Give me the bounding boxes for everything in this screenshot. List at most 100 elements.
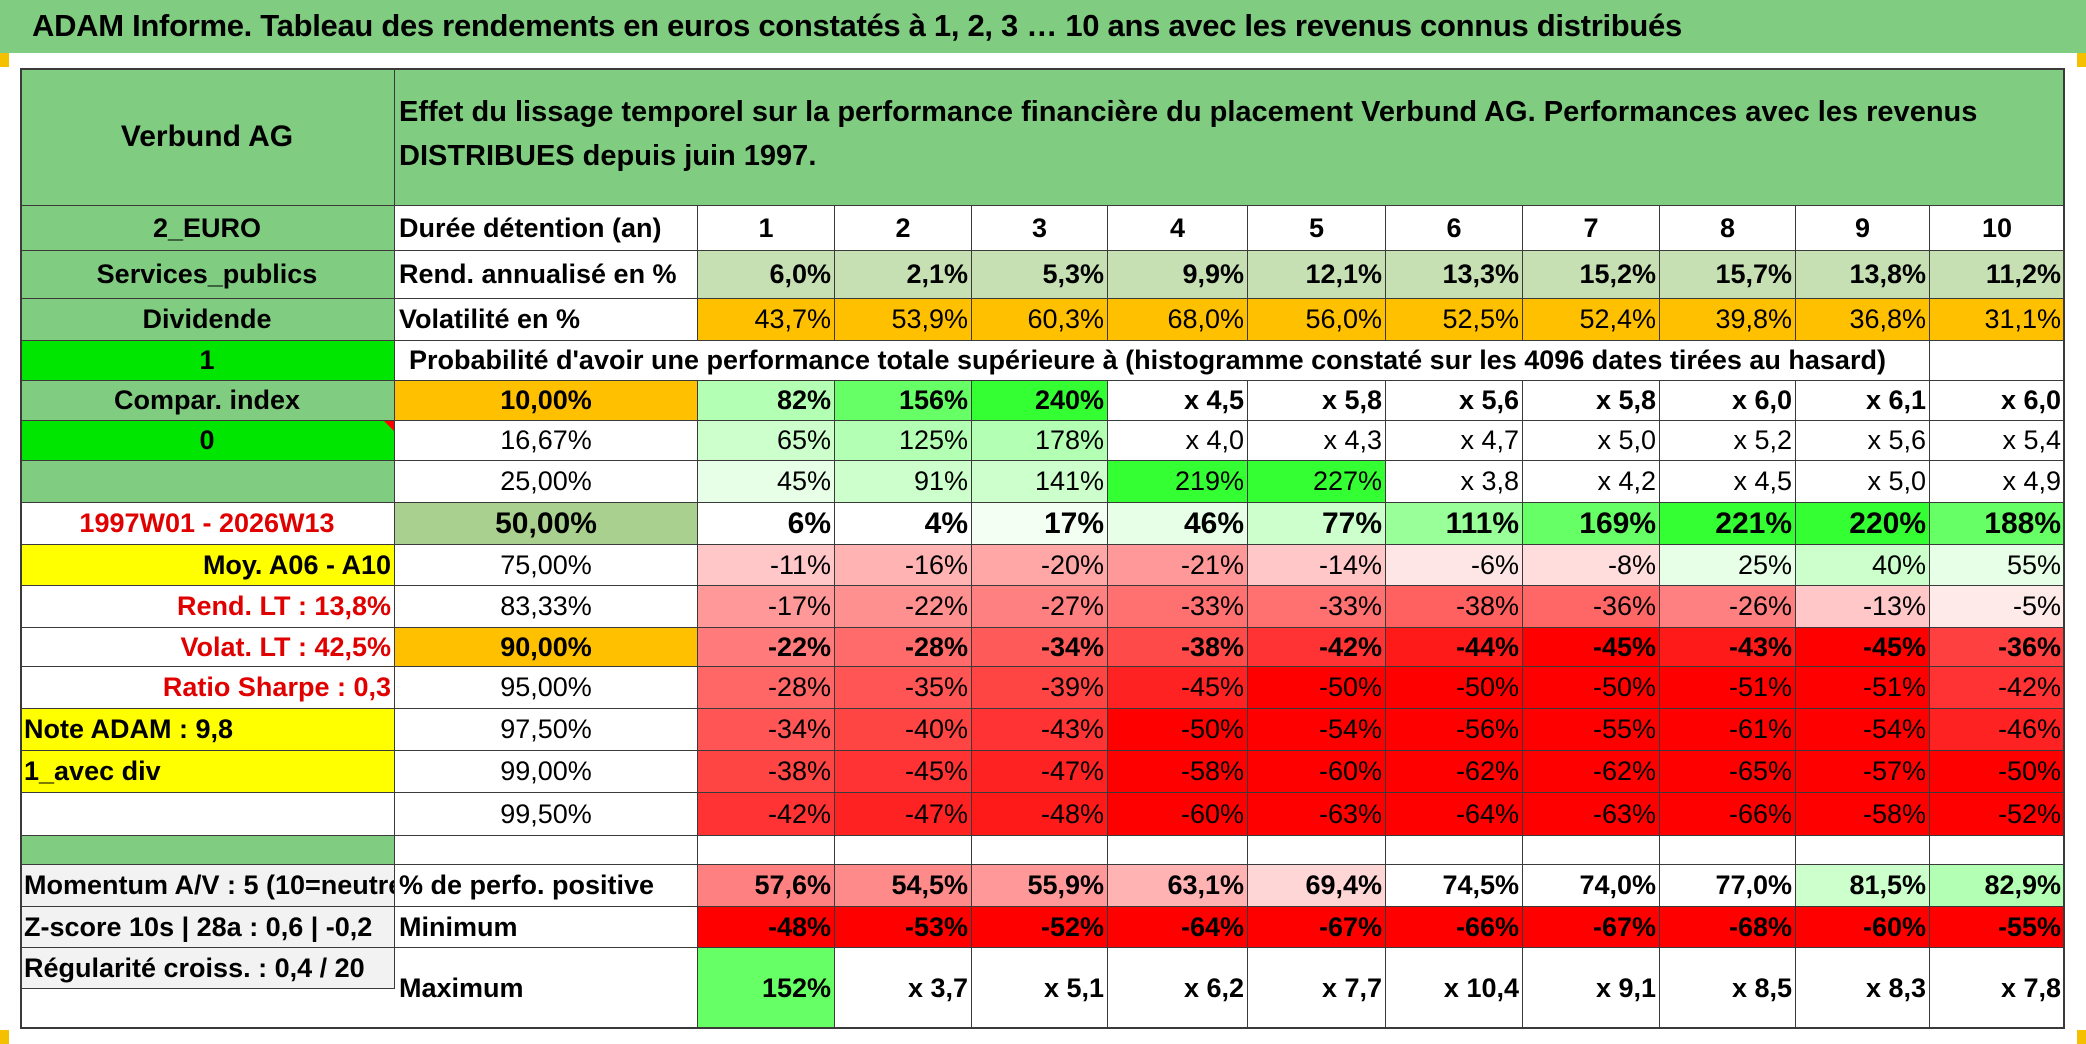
summary-value: -60%: [1796, 907, 1930, 948]
annualized-return-value: 2,1%: [835, 251, 972, 299]
quantile-value: -51%: [1796, 667, 1930, 709]
summary-label: Minimum: [395, 907, 698, 948]
quantile-value: 4%: [835, 503, 972, 545]
summary-value: x 7,7: [1248, 948, 1386, 1029]
quantile-value: x 4,2: [1523, 461, 1660, 503]
quantile-label: 50,00%: [395, 503, 698, 545]
summary-value: -67%: [1523, 907, 1660, 948]
stock-name: Verbund AG: [20, 68, 395, 206]
separator-cell: [1386, 836, 1523, 865]
volatility-value: 60,3%: [972, 299, 1108, 341]
quantile-value: 77%: [1248, 503, 1386, 545]
quantile-label: 99,50%: [395, 793, 698, 836]
summary-value: x 10,4: [1386, 948, 1523, 1029]
corner-marker: [0, 1030, 9, 1044]
summary-value: -52%: [972, 907, 1108, 948]
annualized-return-value: 6,0%: [698, 251, 835, 299]
separator-cell: [698, 836, 835, 865]
blank-cell: [20, 461, 395, 503]
summary-value: x 8,3: [1796, 948, 1930, 1029]
quantile-value: 91%: [835, 461, 972, 503]
blank-cell: [1930, 341, 2065, 381]
quantile-value: 240%: [972, 381, 1108, 421]
summary-value: 54,5%: [835, 865, 972, 907]
dividend-mode: 1_avec div: [20, 751, 395, 793]
period-label: 1997W01 - 2026W13: [20, 503, 395, 545]
quantile-value: -63%: [1248, 793, 1386, 836]
summary-value: -67%: [1248, 907, 1386, 948]
quantile-value: -42%: [698, 793, 835, 836]
quantile-value: 188%: [1930, 503, 2065, 545]
quantile-value: 125%: [835, 421, 972, 461]
quantile-value: -21%: [1108, 545, 1248, 586]
separator-cell: [395, 836, 698, 865]
summary-label: Maximum: [395, 948, 698, 1029]
quantile-value: -35%: [835, 667, 972, 709]
year-header: 5: [1248, 206, 1386, 251]
quantile-value: x 6,0: [1660, 381, 1796, 421]
quantile-value: -14%: [1248, 545, 1386, 586]
quantile-value: 221%: [1660, 503, 1796, 545]
quantile-value: -60%: [1248, 751, 1386, 793]
annualized-return-label: Rend. annualisé en %: [395, 251, 698, 299]
quantile-value: -17%: [698, 586, 835, 628]
quantile-value: -22%: [698, 628, 835, 667]
quantile-value: -28%: [835, 628, 972, 667]
quantile-value: -36%: [1523, 586, 1660, 628]
volatility-value: 52,5%: [1386, 299, 1523, 341]
quantile-value: -50%: [1248, 667, 1386, 709]
duration-label: Durée détention (an): [395, 206, 698, 251]
quantile-value: x 4,7: [1386, 421, 1523, 461]
quantile-value: x 4,5: [1108, 381, 1248, 421]
annualized-return-value: 9,9%: [1108, 251, 1248, 299]
quantile-value: -52%: [1930, 793, 2065, 836]
year-header: 8: [1660, 206, 1796, 251]
summary-label: % de perfo. positive: [395, 865, 698, 907]
summary-value: -68%: [1660, 907, 1796, 948]
volatility-value: 56,0%: [1248, 299, 1386, 341]
quantile-value: -65%: [1660, 751, 1796, 793]
summary-value: 81,5%: [1796, 865, 1930, 907]
quantile-value: -56%: [1386, 709, 1523, 751]
quantile-value: -28%: [698, 667, 835, 709]
quantile-value: 46%: [1108, 503, 1248, 545]
quantile-value: -27%: [972, 586, 1108, 628]
quantile-value: 227%: [1248, 461, 1386, 503]
quantile-value: -33%: [1108, 586, 1248, 628]
quantile-value: -50%: [1523, 667, 1660, 709]
income-type-label: Dividende: [20, 299, 395, 341]
separator-cell: [835, 836, 972, 865]
year-header: 3: [972, 206, 1108, 251]
summary-value: -66%: [1386, 907, 1523, 948]
quantile-value: -11%: [698, 545, 835, 586]
quantile-value: -43%: [1660, 628, 1796, 667]
quantile-value: x 5,0: [1523, 421, 1660, 461]
separator-cell: [1523, 836, 1660, 865]
quantile-value: -40%: [835, 709, 972, 751]
quantile-value: -51%: [1660, 667, 1796, 709]
blank-cell: [20, 793, 395, 836]
separator-cell: [1108, 836, 1248, 865]
quantile-value: -43%: [972, 709, 1108, 751]
quantile-value: -38%: [1386, 586, 1523, 628]
separator-cell: [1248, 836, 1386, 865]
quantile-label: 16,67%: [395, 421, 698, 461]
quantile-value: -16%: [835, 545, 972, 586]
annualized-return-value: 12,1%: [1248, 251, 1386, 299]
quantile-value: -62%: [1523, 751, 1660, 793]
quantile-value: -38%: [1108, 628, 1248, 667]
quantile-label: 10,00%: [395, 381, 698, 421]
quantile-value: -47%: [835, 793, 972, 836]
quantile-value: -26%: [1660, 586, 1796, 628]
summary-value: x 6,2: [1108, 948, 1248, 1029]
annualized-return-value: 11,2%: [1930, 251, 2065, 299]
quantile-value: -45%: [835, 751, 972, 793]
summary-value: 152%: [698, 948, 835, 1029]
quantile-value: -8%: [1523, 545, 1660, 586]
summary-value: 74,0%: [1523, 865, 1660, 907]
adam-score: Note ADAM : 9,8: [20, 709, 395, 751]
quantile-value: -34%: [972, 628, 1108, 667]
quantile-value: -5%: [1930, 586, 2065, 628]
quantile-value: x 6,1: [1796, 381, 1930, 421]
summary-value: 74,5%: [1386, 865, 1523, 907]
